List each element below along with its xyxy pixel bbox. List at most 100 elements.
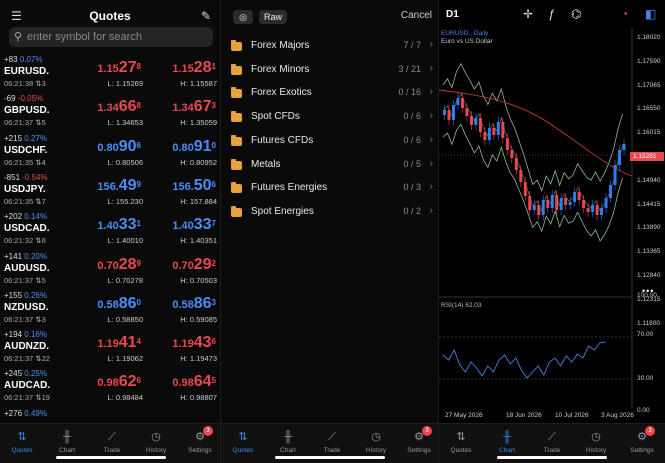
folder-icon <box>231 87 242 99</box>
bid-price[interactable]: 1.40331 <box>97 217 141 233</box>
tab-trade[interactable]: ⟋ Trade <box>310 430 354 454</box>
symbol-mode-icon[interactable]: ◎ <box>233 10 253 24</box>
clock-icon: ◷ <box>151 431 161 443</box>
ask-price[interactable]: 1.40337 <box>172 216 216 234</box>
tab-quotes[interactable]: ⇅ Quotes <box>221 430 265 454</box>
edit-pencil-icon[interactable]: ✎ <box>200 9 211 23</box>
group-name: Futures Energies <box>251 182 328 194</box>
ask-price-prefix: 1.19 <box>172 338 194 351</box>
symbol-search-input[interactable]: ⚲ enter symbol for search <box>9 27 213 47</box>
bid-price[interactable]: 1.19414 <box>97 335 141 351</box>
spread-icon: ⇅ <box>35 196 42 206</box>
tab-history[interactable]: ◷ History <box>354 430 398 454</box>
candle-body <box>532 205 536 210</box>
bid-price[interactable]: 1.34668 <box>97 99 141 115</box>
quote-row[interactable]: +155 0.26% NZDUSD. 06:21:37 ⇅3 0.58860 0.588… <box>0 291 220 335</box>
folder-icon <box>231 158 242 170</box>
cancel-button[interactable]: Cancel <box>400 10 432 21</box>
tab-settings[interactable]: ⚙ 3 Settings <box>178 426 220 454</box>
tab-chart[interactable]: ╫ Chart <box>266 430 310 454</box>
quote-row[interactable]: +245 0.25% AUDCAD. 06:21:37 ⇅19 0.98626 0.98… <box>0 369 220 413</box>
quote-row[interactable]: +215 0.27% USDCHF. 06:21:35 ⇅4 0.80906 0.809… <box>0 134 220 178</box>
quote-change: +202 <box>4 212 23 222</box>
objects-shapes-icon[interactable]: ⌬ <box>571 7 582 21</box>
spread-icon: ⇅ <box>35 236 42 246</box>
account-status-icon[interactable]: ◔ <box>621 7 629 21</box>
ask-price[interactable]: 1.19436 <box>172 335 216 351</box>
quote-row[interactable]: +194 0.16% AUDNZD. 06:21:37 ⇅22 1.19414 1.19… <box>0 330 220 374</box>
ask-price[interactable]: 1.15281 <box>172 60 216 76</box>
ask-price[interactable]: 0.98645 <box>172 374 216 390</box>
list-menu-icon[interactable]: ☰ <box>11 9 22 23</box>
quote-change: +83 <box>4 55 18 64</box>
quote-change-pct: 0.49% <box>24 409 47 418</box>
ask-price[interactable]: 156.506 <box>172 176 216 194</box>
ask-price-fraction: 0 <box>211 140 216 150</box>
quote-row[interactable]: +83 0.07% EURUSD. 06:21:38 ⇅3 1.15278 1.1528… <box>0 55 220 99</box>
bid-price[interactable]: 0.70289 <box>97 256 141 273</box>
ask-price[interactable]: 0.58863 <box>172 295 216 312</box>
quote-row[interactable]: +141 0.20% AUDUSD. 06:21:37 ⇅5 0.70289 0.702… <box>0 252 220 296</box>
ask-price-pips: 33 <box>193 216 212 234</box>
quote-change-pct: 0.25% <box>24 369 47 379</box>
tab-trade[interactable]: ⟋ Trade <box>90 430 134 454</box>
folder-icon <box>231 134 242 146</box>
symbol-group-row[interactable]: Futures CFDs 0 / 6 › <box>221 132 438 155</box>
time-tick-label: 10 Jul 2026 <box>555 412 589 419</box>
raw-mode-button[interactable]: Raw <box>259 10 287 24</box>
candle-body <box>555 195 559 210</box>
bid-price[interactable]: 1.15278 <box>97 60 141 76</box>
moving-average-line <box>439 89 633 177</box>
tab-settings[interactable]: ⚙ 3 Settings <box>397 426 438 454</box>
ask-price-pips: 50 <box>193 176 212 194</box>
candle-body <box>613 165 617 185</box>
candle-body <box>505 138 509 150</box>
group-name: Spot CFDs <box>251 111 300 123</box>
symbol-group-row[interactable]: Forex Majors 7 / 7 › <box>221 37 438 60</box>
symbol-group-row[interactable]: Metals 0 / 5 › <box>221 156 438 179</box>
symbol-group-row[interactable]: Forex Exotics 0 / 16 › <box>221 84 438 107</box>
quote-row[interactable]: +202 0.14% USDCAD. 06:21:32 ⇅6 1.40331 1.403… <box>0 212 220 256</box>
symbol-group-row[interactable]: Futures Energies 0 / 3 › <box>221 179 438 202</box>
bid-price[interactable]: 0.98626 <box>97 374 141 390</box>
bid-price[interactable]: 0.80906 <box>97 138 141 155</box>
symbol-group-row[interactable]: Spot Energies 0 / 2 › <box>221 203 438 226</box>
bid-price-prefix: 1.19 <box>97 338 119 351</box>
ask-price-fraction: 2 <box>211 258 216 268</box>
quote-time-line: 06:21:37 ⇅22 <box>4 354 50 363</box>
more-dots-icon[interactable]: ••• <box>642 286 655 296</box>
tab-chart[interactable]: ╫ Chart <box>485 430 529 454</box>
chart-symbol-info: EURUSD., Daily Euro vs US Dollar <box>441 30 493 46</box>
quote-row[interactable]: -69 -0.05% GBPUSD. 06:21:37 ⇅5 1.34668 1.346… <box>0 94 220 138</box>
tab-trade[interactable]: ⟋ Trade <box>530 430 574 454</box>
partial-quote-row[interactable]: +276 0.49% <box>0 409 220 453</box>
ask-price[interactable]: 0.80910 <box>172 138 216 155</box>
quote-symbol: AUDNZD. <box>4 341 49 353</box>
quote-spread-count: 5 <box>41 275 46 285</box>
quote-change: +194 <box>4 330 23 340</box>
symbol-group-row[interactable]: Forex Minors 3 / 21 › <box>221 61 438 84</box>
ask-price-fraction: 3 <box>211 101 216 111</box>
indicator-f-icon[interactable]: ƒ <box>548 7 555 21</box>
price-tick-label: 1.18020 <box>637 34 661 41</box>
price-chart[interactable] <box>439 0 665 420</box>
tab-quotes[interactable]: ⇅ Quotes <box>0 430 44 454</box>
trade-flag-icon[interactable]: ◧ <box>645 7 657 21</box>
tab-chart[interactable]: ╫ Chart <box>45 430 89 454</box>
symbol-group-row[interactable]: Spot CFDs 0 / 6 › <box>221 108 438 131</box>
ask-price[interactable]: 1.34673 <box>172 99 216 115</box>
quote-change-line: +245 0.25% <box>4 369 47 379</box>
crosshair-icon[interactable]: ✛ <box>523 7 534 21</box>
ask-price[interactable]: 0.70292 <box>172 256 216 273</box>
bid-price[interactable]: 0.58860 <box>97 295 141 312</box>
bid-price[interactable]: 156.499 <box>97 177 141 194</box>
tab-history[interactable]: ◷ History <box>134 430 178 454</box>
tab-history[interactable]: ◷ History <box>574 430 618 454</box>
candle-body <box>487 128 491 140</box>
tab-settings[interactable]: ⚙ 3 Settings <box>620 426 664 454</box>
quote-row[interactable]: -851 -0.54% USDJPY. 06:21:35 ⇅7 156.499 156.… <box>0 173 220 217</box>
tab-label: History <box>585 447 607 454</box>
bid-price-prefix: 0.70 <box>97 259 119 272</box>
tab-quotes[interactable]: ⇅ Quotes <box>439 430 483 454</box>
timeframe-label[interactable]: D1 <box>446 9 459 20</box>
